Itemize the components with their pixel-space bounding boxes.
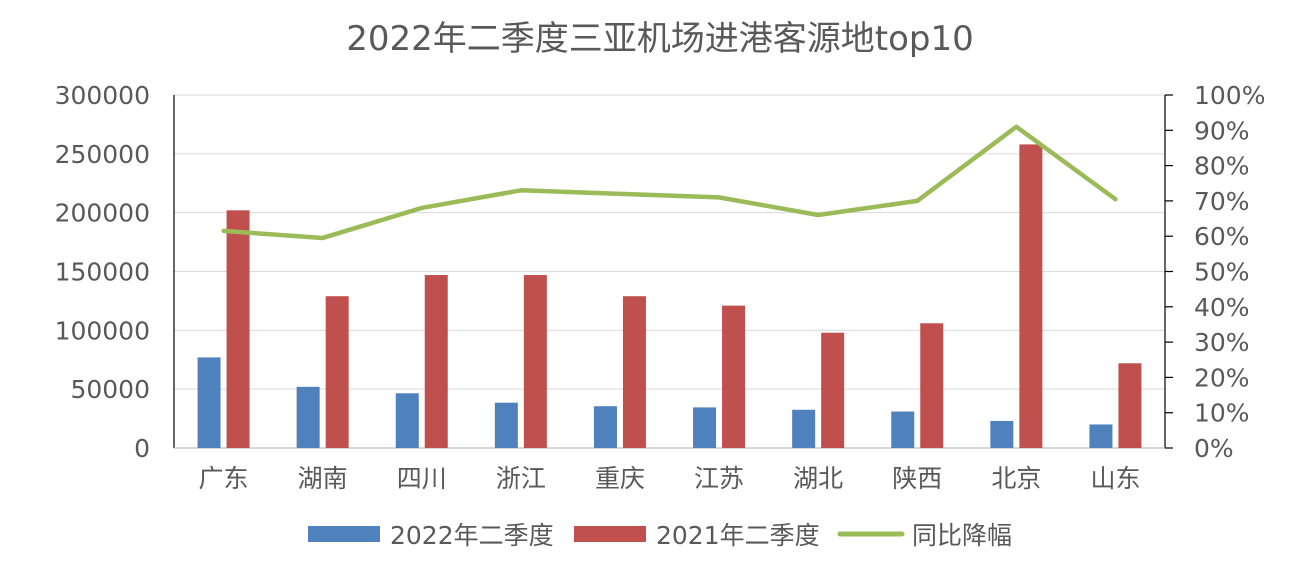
legend-label: 同比降幅 [912,521,1012,550]
bar [523,275,547,448]
category-label: 陕西 [892,464,942,493]
y-left-tick-label: 50000 [70,375,150,404]
legend-label: 2021年二季度 [656,521,820,550]
bar [821,332,845,448]
bar [593,406,617,448]
gridlines [174,94,1165,390]
y-right-tick-label: 20% [1194,363,1250,392]
y-left-tick-label: 0 [134,434,150,463]
bar [722,305,746,448]
legend-swatch [574,526,646,542]
bar [1089,424,1113,448]
category-label: 重庆 [595,464,645,493]
y-left-tick-label: 300000 [55,81,150,110]
legend-label: 2022年二季度 [390,521,554,550]
bar [296,386,320,448]
category-label: 江苏 [694,464,744,493]
category-label: 湖北 [793,464,843,493]
bar [792,409,816,448]
chart-title: 2022年二季度三亚机场进港客源地top10 [346,19,974,59]
y-left-tick-label: 150000 [55,258,150,287]
bar [226,210,250,448]
y-left-tick-label: 250000 [55,140,150,169]
y-right-tick-label: 0% [1194,434,1234,463]
legend-swatch [308,526,380,542]
y-right-tick-label: 50% [1194,258,1250,287]
bar [424,275,448,448]
y-right-tick-label: 100% [1194,81,1265,110]
bars [197,144,1142,449]
bar [990,420,1014,448]
category-label: 四川 [397,464,447,493]
bar [325,296,349,448]
y-right-tick-label: 90% [1194,116,1250,145]
y-right-tick-label: 10% [1194,399,1250,428]
bar [622,296,646,448]
category-label: 山东 [1090,464,1140,493]
y-right-tick-label: 40% [1194,293,1250,322]
legend: 2022年二季度 2021年二季度 同比降幅 [308,521,1012,550]
bar [693,407,717,448]
category-label: 浙江 [496,464,546,493]
bar [920,323,944,448]
decline-line [221,124,1118,241]
bar [494,402,518,448]
y-right-tick-label: 70% [1194,187,1250,216]
y-left-tick-label: 100000 [55,316,150,345]
axes: 0 50000 100000 150000 200000 250000 300000 0% 10… [55,81,1266,463]
y-left-tick-label: 200000 [55,199,150,228]
category-labels: 广东 湖南 四川 浙江 重庆 江苏 湖北 陕西 北京 山东 [199,464,1141,493]
y-right-tick-label: 30% [1194,328,1250,357]
bar [1019,144,1043,449]
bar [395,393,419,448]
category-label: 北京 [991,464,1041,493]
bar [197,357,221,448]
category-label: 广东 [199,464,249,493]
bar [891,411,915,448]
category-label: 湖南 [298,464,348,493]
line-series [221,124,1118,241]
bar [1118,363,1142,448]
y-right-tick-label: 80% [1194,152,1250,181]
y-right-tick-label: 60% [1194,222,1250,251]
